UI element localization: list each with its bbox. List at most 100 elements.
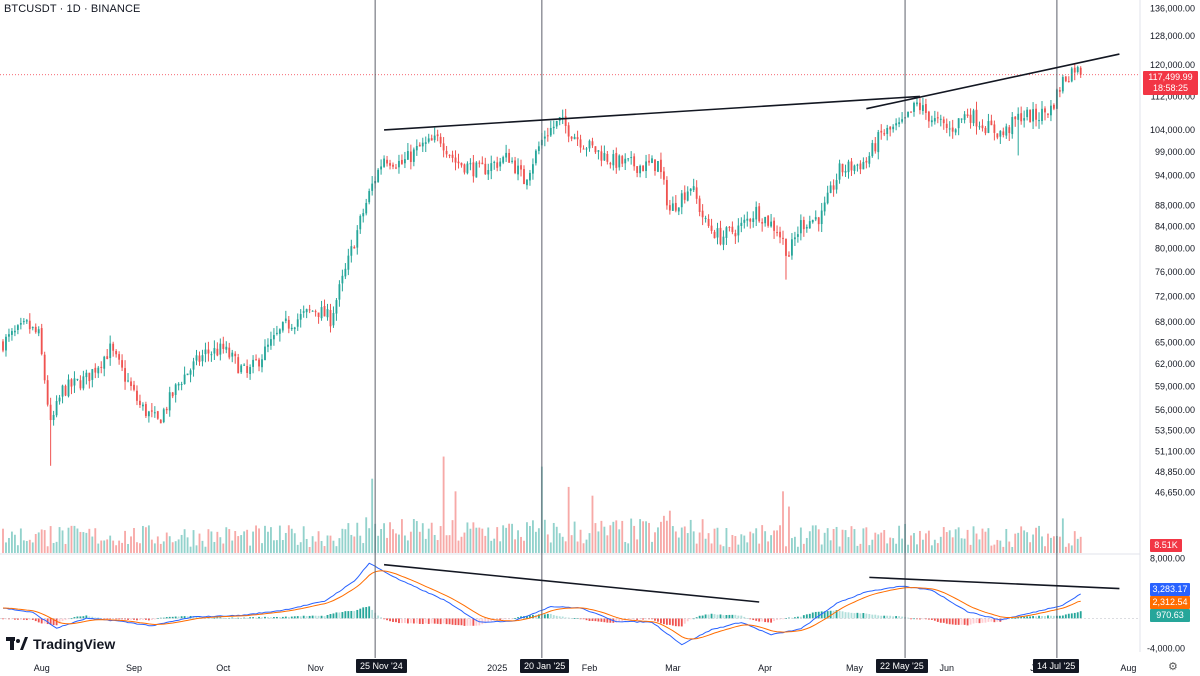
volume-bar [219,537,222,553]
histogram-value-tag: 970.63 [1150,609,1190,622]
macd-histogram-bar [633,618,636,620]
candle [270,331,272,350]
macd-histogram-bar [805,614,808,619]
macd-histogram-bar [347,611,350,619]
macd-histogram-bar [457,618,460,626]
macd-histogram-bar [660,618,662,624]
candle-body [826,192,829,204]
candle [204,342,207,363]
macd-histogram-bar [433,618,436,624]
candle-body [871,143,874,157]
time-tick-label: Feb [582,663,598,673]
macd-histogram-bar [791,617,793,619]
volume-bar [615,520,618,553]
candle-body [793,237,796,240]
macd-histogram-bar [677,618,680,627]
macd-tick-label: 8,000.00 [1150,554,1185,564]
macd-histogram-bar [936,618,939,622]
macd-histogram-bar [817,611,820,619]
macd-histogram-bar [508,618,511,620]
candle-body [136,390,138,401]
candle [222,336,225,354]
volume-bar [228,529,231,553]
candle [996,133,999,140]
candle [954,128,957,136]
candle-body [945,123,948,128]
candle-body [52,414,55,420]
price-tick-label: 136,000.00 [1150,4,1195,14]
candle [948,121,951,137]
candle [841,163,844,177]
candle-body [1073,67,1076,73]
macd-histogram-bar [490,618,493,622]
volume-bar [478,527,481,553]
volume-bar [805,537,808,553]
macd-histogram-bar [719,614,722,619]
candle [25,318,28,324]
candle [362,208,365,223]
volume-bar [600,520,603,553]
macd-histogram-bar [326,614,329,619]
volume-bar [460,536,463,553]
macd-histogram-bar [392,618,394,622]
macd-histogram-bar [695,617,698,619]
candle [618,154,621,171]
candle-body [287,319,290,329]
macd-histogram-bar [329,614,332,619]
macd-histogram-bar [127,618,129,620]
candle [395,163,397,170]
macd-histogram-bar [398,618,400,624]
volume-bar [987,528,990,553]
volume-bar [272,540,275,553]
volume-bar [993,544,996,553]
candle-body [808,221,811,229]
last-price-tag: 117,499.99 18:58:25 [1143,71,1198,95]
volume-bar [1073,531,1076,553]
candle-body [820,210,823,225]
candle-body [788,255,790,257]
candle-body [380,166,383,170]
candle [546,127,549,142]
tradingview-logo[interactable]: TradingView [6,636,115,652]
candle [889,126,892,137]
volume-bar [913,533,915,553]
macd-histogram-bar [594,618,597,622]
volume-bar [270,527,272,553]
candle-body [466,163,469,174]
macd-histogram-bar [320,615,323,619]
volume-bar [19,528,22,553]
candle-body [219,343,222,355]
macd-histogram-bar [877,615,880,619]
candle-body [972,110,975,124]
macd-histogram-bar [168,616,171,619]
candle [871,139,874,158]
candle-body [984,127,987,134]
macd-histogram-bar [255,617,257,619]
macd-histogram-bar [1073,612,1076,619]
symbol-title[interactable]: BTCUSDT · 1D · BINANCE [4,3,141,15]
candle [737,218,740,243]
candle-body [34,326,37,333]
signal-value-tag: 2,312.54 [1150,596,1190,609]
candle-body [981,125,984,129]
macd-histogram-bar [728,614,731,619]
volume-bar [231,540,234,553]
macd-histogram-bar [511,618,514,620]
macd-histogram-bar [933,618,936,621]
volume-bar [43,530,46,553]
volume-bar [686,533,689,553]
time-tick-label: Oct [216,663,231,673]
settings-gear-icon[interactable]: ⚙ [1168,661,1178,673]
candle-body [1032,109,1035,122]
candle [922,97,924,115]
volume-bar [740,534,743,553]
candle-body [662,171,665,180]
candle-body [371,183,374,191]
candle-body [927,111,930,122]
candle [683,185,686,204]
macd-histogram-bar [880,615,883,619]
candle [883,129,886,137]
candle-body [975,109,978,127]
volume-bar [1029,542,1032,553]
